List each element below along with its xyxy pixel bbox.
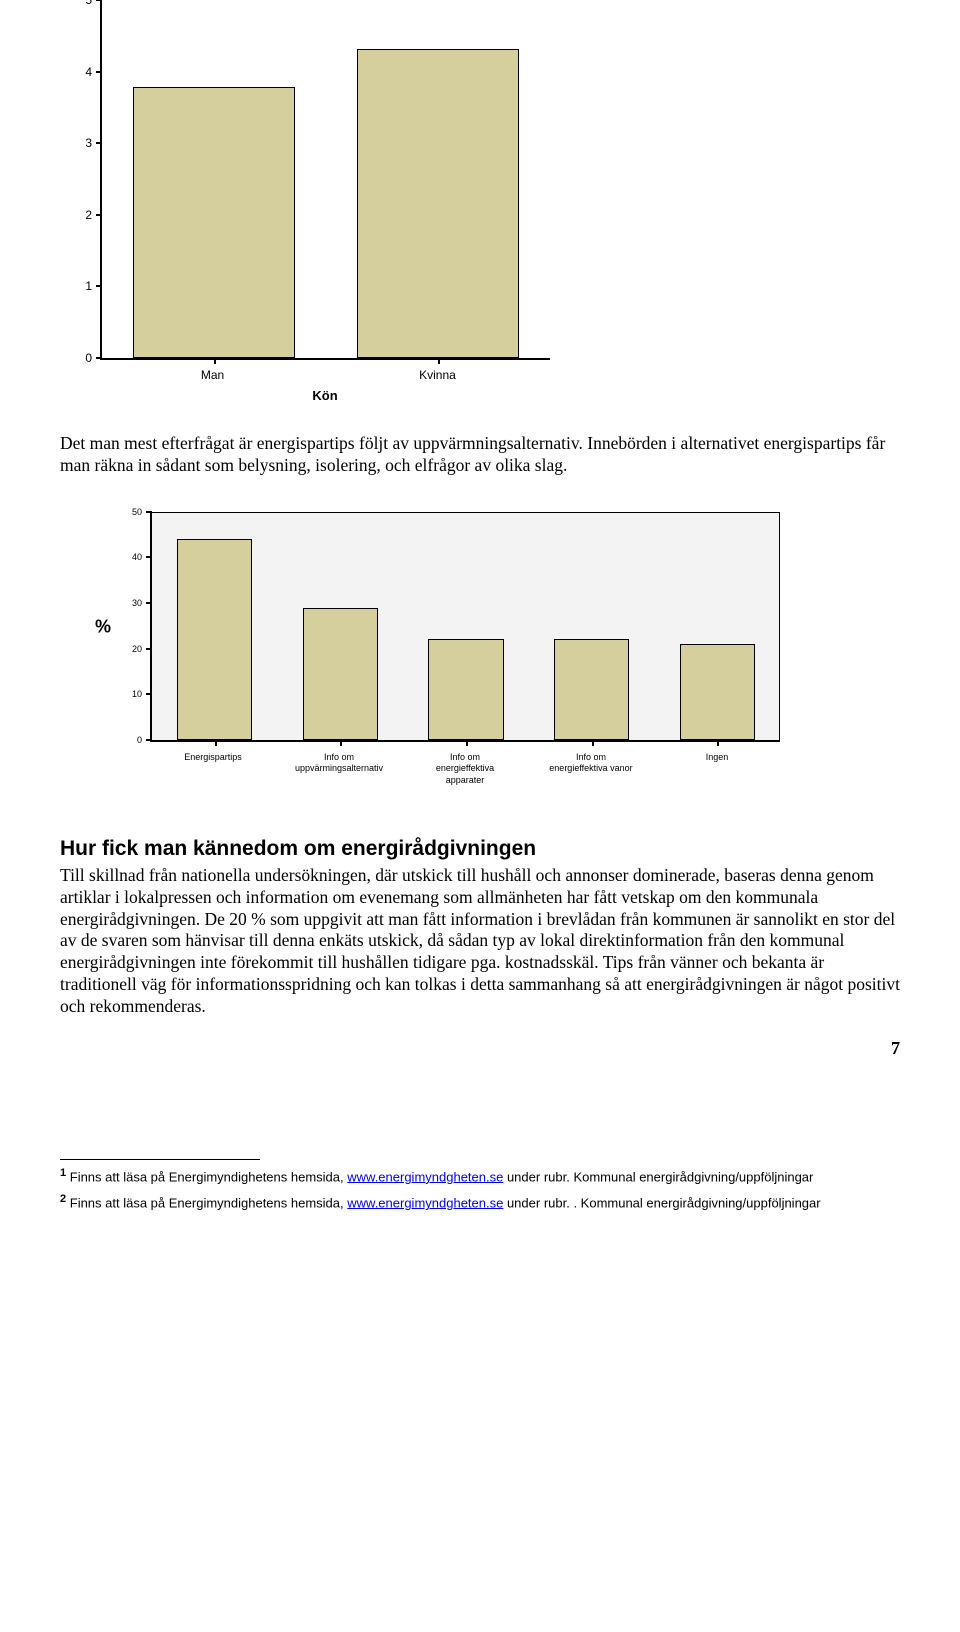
chart2-xlabel: Ingen xyxy=(654,752,780,787)
chart1-ytick: 4 xyxy=(85,65,102,79)
chart2-xlabel: Energispartips xyxy=(150,752,276,787)
chart2-xlabel: Info omenergieffektiva vanor xyxy=(528,752,654,787)
footnote-1-link[interactable]: www.energimyndgheten.se xyxy=(347,1169,503,1184)
chart2-ytitle: % xyxy=(95,616,111,637)
chart1-ytick: 1 xyxy=(85,279,102,293)
chart1-xlabel: Kvinna xyxy=(325,368,550,382)
footnote-2-pre: Finns att läsa på Energimyndighetens hem… xyxy=(70,1195,348,1210)
footnote-2-post: under rubr. . Kommunal energirådgivning/… xyxy=(503,1195,820,1210)
footnote-marker-1: 1 xyxy=(60,1167,66,1179)
footnote-1: 1 Finns att läsa på Energimyndighetens h… xyxy=(60,1166,900,1186)
footnote-2: 2 Finns att läsa på Energimyndighetens h… xyxy=(60,1192,900,1212)
page-number: 7 xyxy=(60,1038,900,1059)
footnote-1-post: under rubr. Kommunal energirådgivning/up… xyxy=(503,1169,813,1184)
chart2-bar xyxy=(554,639,629,739)
chart2-xlabels: EnergispartipsInfo omuppvärmingsalternat… xyxy=(150,752,780,787)
chart2-bar xyxy=(428,639,503,739)
chart2: 01020304050 xyxy=(150,512,780,742)
footnote-2-link[interactable]: www.energimyndgheten.se xyxy=(347,1195,503,1210)
chart2-bar xyxy=(177,539,252,740)
paragraph-kannedom: Till skillnad från nationella undersökni… xyxy=(60,865,900,1018)
chart2-bar xyxy=(303,608,378,740)
paragraph-intro: Det man mest efterfrågat är energisparti… xyxy=(60,433,900,477)
chart2-ytick: 20 xyxy=(132,644,152,654)
chart1-container: 012345 ManKvinna Kön xyxy=(100,0,900,403)
chart1-ytick: 5 xyxy=(85,0,102,7)
chart2-ytick: 50 xyxy=(132,507,152,517)
chart1: 012345 xyxy=(100,0,550,360)
chart2-xlabel: Info omenergieffektivaapparater xyxy=(402,752,528,787)
chart1-ytick: 0 xyxy=(85,351,102,365)
chart2-ytick: 10 xyxy=(132,689,152,699)
chart1-xtitle: Kön xyxy=(100,388,550,403)
chart2-container: 01020304050 % EnergispartipsInfo omuppvä… xyxy=(150,512,900,787)
chart1-xlabels: ManKvinna xyxy=(100,368,550,382)
chart1-ytick: 2 xyxy=(85,208,102,222)
footnote-rule xyxy=(60,1159,260,1160)
chart2-ytick: 40 xyxy=(132,552,152,562)
chart1-xlabel: Man xyxy=(100,368,325,382)
chart2-xlabel: Info omuppvärmingsalternativ xyxy=(276,752,402,787)
footnote-marker-2: 2 xyxy=(60,1193,66,1205)
chart1-bar xyxy=(133,87,294,358)
heading-kannedom: Hur fick man kännedom om energirådgivnin… xyxy=(60,837,900,861)
chart1-bar xyxy=(357,49,518,358)
chart2-bar xyxy=(680,644,755,740)
chart2-ytick: 30 xyxy=(132,598,152,608)
chart2-ytick: 0 xyxy=(137,735,152,745)
chart1-ytick: 3 xyxy=(85,136,102,150)
footnote-1-pre: Finns att läsa på Energimyndighetens hem… xyxy=(70,1169,348,1184)
